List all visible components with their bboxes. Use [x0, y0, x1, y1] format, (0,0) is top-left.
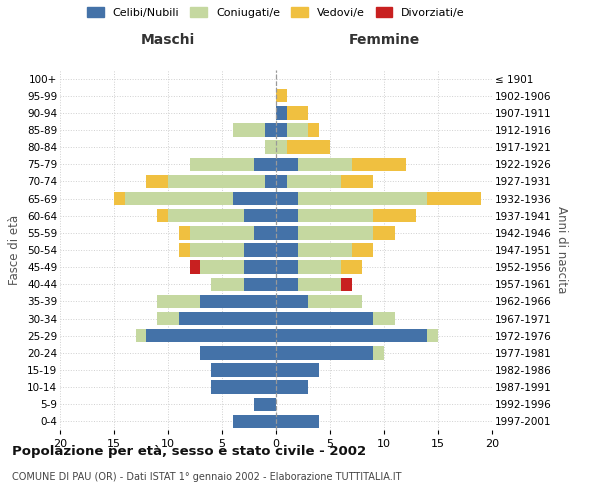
Bar [125, 192, 233, 205]
Bar [146, 329, 276, 342]
Bar [276, 174, 287, 188]
Bar [233, 414, 276, 428]
Bar [276, 192, 298, 205]
Bar [276, 244, 298, 256]
Bar [244, 209, 276, 222]
Bar [298, 244, 352, 256]
Bar [157, 209, 168, 222]
Bar [276, 380, 308, 394]
Bar [157, 312, 179, 326]
Bar [287, 106, 308, 120]
Bar [298, 209, 373, 222]
Bar [341, 260, 362, 274]
Bar [276, 414, 319, 428]
Text: Femmine: Femmine [349, 34, 419, 48]
Bar [233, 192, 276, 205]
Bar [200, 294, 276, 308]
Bar [373, 226, 395, 239]
Text: Maschi: Maschi [141, 34, 195, 48]
Bar [276, 312, 373, 326]
Bar [244, 260, 276, 274]
Bar [373, 209, 416, 222]
Bar [276, 329, 427, 342]
Bar [276, 364, 319, 376]
Bar [265, 140, 276, 154]
Bar [179, 226, 190, 239]
Bar [341, 278, 352, 291]
Bar [211, 380, 276, 394]
Bar [254, 226, 276, 239]
Text: COMUNE DI PAU (OR) - Dati ISTAT 1° gennaio 2002 - Elaborazione TUTTITALIA.IT: COMUNE DI PAU (OR) - Dati ISTAT 1° genna… [12, 472, 401, 482]
Bar [254, 398, 276, 411]
Bar [276, 89, 287, 102]
Bar [276, 226, 298, 239]
Bar [179, 244, 190, 256]
Bar [244, 278, 276, 291]
Bar [276, 346, 373, 360]
Bar [287, 140, 330, 154]
Bar [373, 346, 384, 360]
Bar [298, 226, 373, 239]
Bar [287, 124, 308, 136]
Bar [298, 260, 341, 274]
Y-axis label: Fasce di età: Fasce di età [8, 215, 22, 285]
Bar [244, 244, 276, 256]
Bar [265, 124, 276, 136]
Bar [190, 244, 244, 256]
Bar [341, 174, 373, 188]
Bar [276, 140, 287, 154]
Bar [254, 158, 276, 171]
Bar [190, 158, 254, 171]
Bar [308, 294, 362, 308]
Bar [373, 312, 395, 326]
Bar [211, 278, 244, 291]
Bar [233, 124, 265, 136]
Bar [190, 226, 254, 239]
Bar [298, 158, 352, 171]
Bar [287, 174, 341, 188]
Bar [276, 209, 298, 222]
Bar [211, 364, 276, 376]
Y-axis label: Anni di nascita: Anni di nascita [555, 206, 568, 294]
Bar [427, 329, 438, 342]
Bar [276, 106, 287, 120]
Bar [276, 158, 298, 171]
Bar [168, 209, 244, 222]
Bar [427, 192, 481, 205]
Bar [168, 174, 265, 188]
Bar [352, 244, 373, 256]
Bar [190, 260, 200, 274]
Bar [298, 192, 427, 205]
Bar [146, 174, 168, 188]
Bar [114, 192, 125, 205]
Bar [308, 124, 319, 136]
Legend: Celibi/Nubili, Coniugati/e, Vedovi/e, Divorziati/e: Celibi/Nubili, Coniugati/e, Vedovi/e, Di… [83, 2, 469, 22]
Bar [136, 329, 146, 342]
Bar [276, 124, 287, 136]
Text: Popolazione per età, sesso e stato civile - 2002: Popolazione per età, sesso e stato civil… [12, 445, 366, 458]
Bar [265, 174, 276, 188]
Bar [276, 278, 298, 291]
Bar [200, 260, 244, 274]
Bar [276, 260, 298, 274]
Bar [200, 346, 276, 360]
Bar [298, 278, 341, 291]
Bar [352, 158, 406, 171]
Bar [276, 294, 308, 308]
Bar [157, 294, 200, 308]
Bar [179, 312, 276, 326]
